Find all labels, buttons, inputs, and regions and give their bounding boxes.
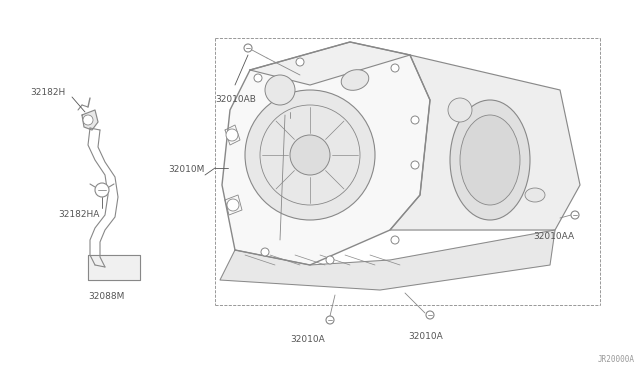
Polygon shape [250,42,410,85]
Circle shape [226,129,238,141]
Circle shape [571,211,579,219]
Ellipse shape [460,115,520,205]
Circle shape [411,161,419,169]
Circle shape [391,236,399,244]
Circle shape [261,248,269,256]
Circle shape [326,316,334,324]
Polygon shape [88,255,140,280]
Text: 32010AB: 32010AB [215,95,256,104]
Circle shape [448,98,472,122]
Circle shape [290,135,330,175]
Ellipse shape [341,70,369,90]
Polygon shape [222,42,430,265]
Text: 32010A: 32010A [408,332,443,341]
Text: JR20000A: JR20000A [598,355,635,364]
Polygon shape [220,230,555,290]
Circle shape [326,256,334,264]
Circle shape [245,90,375,220]
Circle shape [83,115,93,125]
Text: 32010A: 32010A [290,335,324,344]
Circle shape [95,183,109,197]
Text: 32088M: 32088M [88,292,124,301]
Circle shape [265,75,295,105]
Circle shape [254,74,262,82]
Polygon shape [82,110,98,130]
Circle shape [391,64,399,72]
Ellipse shape [525,188,545,202]
Circle shape [244,44,252,52]
Polygon shape [390,55,580,230]
Text: 32010AA: 32010AA [533,232,574,241]
Circle shape [227,199,239,211]
Text: 32182H: 32182H [30,88,65,97]
Circle shape [296,58,304,66]
Text: 32182HA: 32182HA [58,210,99,219]
Ellipse shape [450,100,530,220]
Text: 32010M: 32010M [168,165,204,174]
Circle shape [411,116,419,124]
Circle shape [426,311,434,319]
